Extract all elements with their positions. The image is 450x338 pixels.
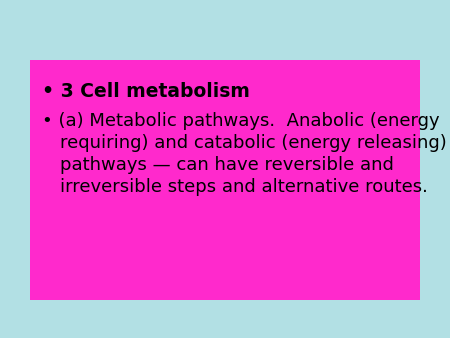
Text: • (a) Metabolic pathways.  Anabolic (energy: • (a) Metabolic pathways. Anabolic (ener… xyxy=(42,112,440,130)
Bar xyxy=(30,60,420,300)
Text: irreversible steps and alternative routes.: irreversible steps and alternative route… xyxy=(60,178,428,196)
Text: • 3 Cell metabolism: • 3 Cell metabolism xyxy=(42,82,250,101)
Text: requiring) and catabolic (energy releasing): requiring) and catabolic (energy releasi… xyxy=(60,134,447,152)
Text: pathways — can have reversible and: pathways — can have reversible and xyxy=(60,156,394,174)
